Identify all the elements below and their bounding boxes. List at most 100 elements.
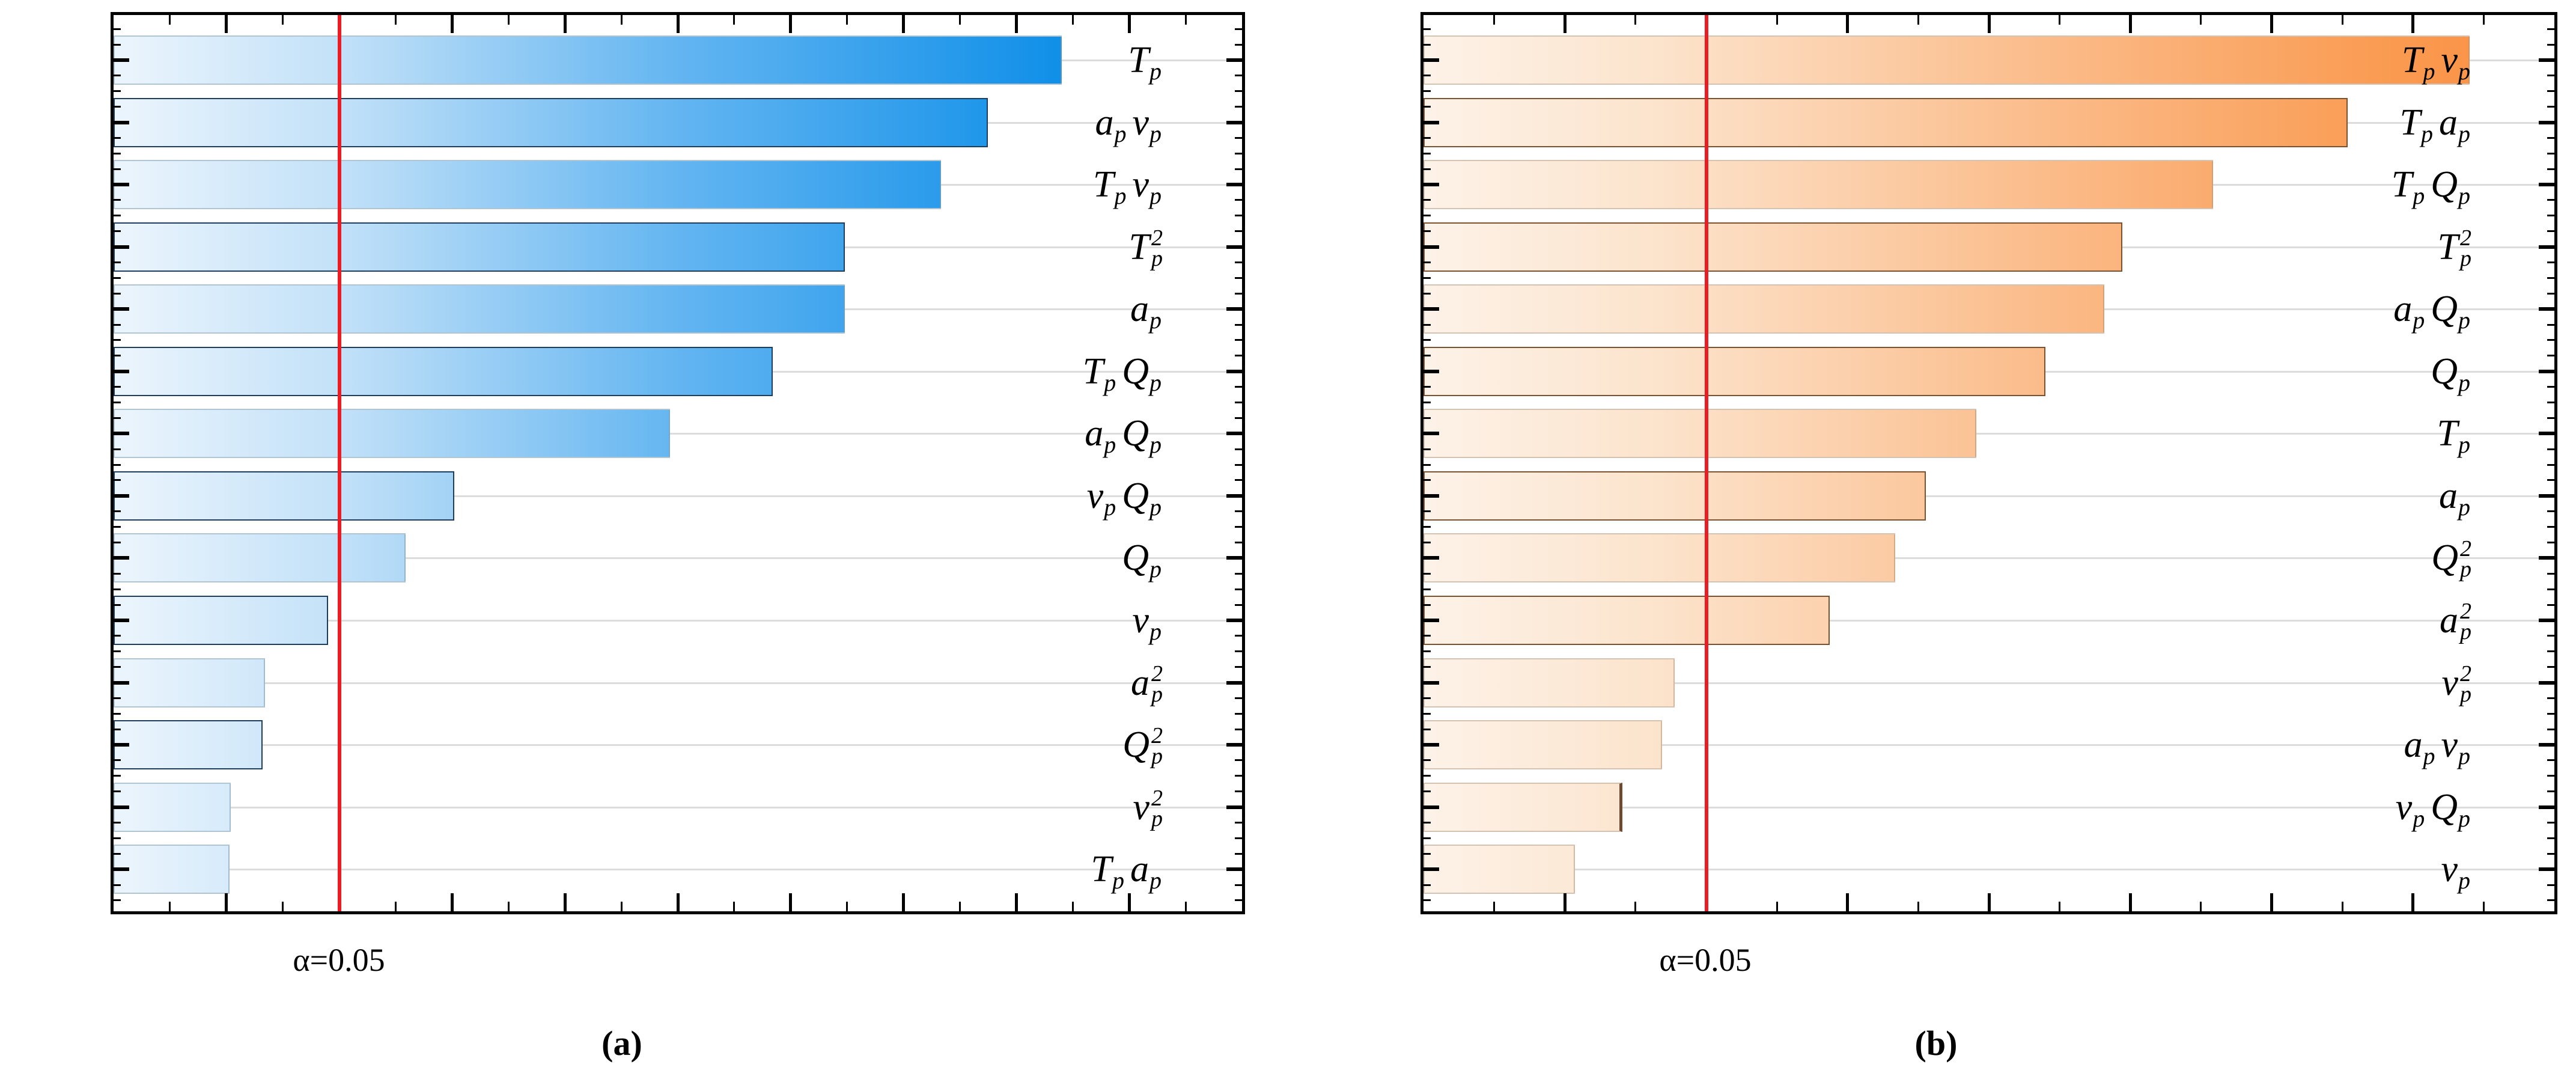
y-minor-tick [1423,90,1431,92]
y-minor-tick [2547,775,2554,777]
x-minor-tick-top [1634,15,1636,25]
x-minor-tick-top [1072,15,1074,25]
y-minor-tick [114,75,121,76]
y-minor-tick [1235,324,1242,326]
y-minor-tick [2547,837,2554,839]
y-minor-tick [1423,697,1431,699]
y-minor-tick [2547,402,2554,403]
x-major-tick-top [564,15,567,33]
y-minor-tick [1423,853,1431,855]
y-minor-tick [1423,355,1431,356]
y-minor-tick [114,790,121,792]
y-minor-tick [114,324,121,326]
y-minor-tick [2547,339,2554,341]
y-minor-tick [114,230,121,232]
y-minor-tick [114,526,121,528]
gridline [1423,495,2554,497]
x-minor-tick-bottom [1776,902,1778,911]
y-minor-tick [1235,542,1242,543]
bar-v_p^2 [1423,783,1622,832]
x-minor-tick-bottom [2483,902,2485,911]
y-major-tick [1423,619,1439,622]
x-major-tick-bottom [564,893,567,911]
y-minor-tick [2547,44,2554,46]
bar-T_p·Q_p [114,160,941,209]
bar-v_p·Q_p [1423,471,1926,521]
gridline [114,682,1242,684]
y-minor-tick [1423,713,1431,715]
y-minor-tick [1235,199,1242,201]
y-minor-tick [2547,729,2554,730]
y-minor-tick [1423,402,1431,403]
y-minor-tick [114,293,121,295]
y-minor-tick [1235,90,1242,92]
y-minor-tick [114,899,121,901]
x-major-tick-top [2411,15,2414,33]
x-major-tick-bottom [2270,893,2273,911]
y-major-tick [1423,556,1439,560]
gridline [1423,433,2554,435]
bar-T_p^2 [1423,222,2122,272]
bar-T_p·v_p [1423,160,2213,209]
bar-Q_p^2 [114,533,406,582]
y-major-tick [2539,619,2554,622]
x-minor-tick-top [395,15,397,25]
y-minor-tick [1423,635,1431,637]
y-minor-tick [1423,261,1431,263]
y-minor-tick [1235,884,1242,886]
y-major-tick [1423,245,1439,249]
gridline [114,557,1242,559]
y-major-tick [114,370,129,373]
x-major-tick-top [1128,15,1131,33]
y-minor-tick [2547,510,2554,512]
x-minor-tick-top [846,15,848,25]
y-minor-tick [1423,884,1431,886]
x-minor-tick-top [959,15,961,25]
y-minor-tick [1235,386,1242,388]
y-minor-tick [1235,526,1242,528]
y-minor-tick [1423,899,1431,901]
y-major-tick [114,183,129,186]
y-minor-tick [1235,448,1242,450]
y-major-tick [114,245,129,249]
y-minor-tick [114,417,121,419]
y-minor-tick [2547,542,2554,543]
y-minor-tick [1235,510,1242,512]
gridline [1423,682,2554,684]
x-minor-tick-top [2200,15,2202,25]
alpha-threshold-label-b: α=0.05 [1659,942,1752,978]
y-minor-tick [1423,542,1431,543]
y-minor-tick [114,713,121,715]
y-minor-tick [1235,277,1242,279]
x-minor-tick-bottom [1185,902,1187,911]
x-minor-tick-top [1493,15,1495,25]
bar-a_p·v_p [114,720,263,769]
y-minor-tick [2547,479,2554,481]
y-minor-tick [2547,790,2554,792]
y-minor-tick [1423,215,1431,216]
gridline [114,495,1242,497]
x-major-tick-bottom [1015,893,1018,911]
x-minor-tick-bottom [1634,902,1636,911]
y-minor-tick [1423,822,1431,824]
x-minor-tick-top [282,15,284,25]
bar-Q_p [114,347,773,396]
y-minor-tick [2547,106,2554,108]
x-major-tick-top [1846,15,1849,33]
y-minor-tick [114,588,121,590]
y-major-tick [2539,432,2554,435]
bar-T_p [1423,35,2470,85]
y-minor-tick [1423,510,1431,512]
y-minor-tick [1235,775,1242,777]
gridline [114,433,1242,435]
y-major-tick [1423,494,1439,498]
x-major-tick-top [902,15,905,33]
y-major-tick [1423,743,1439,747]
x-minor-tick-bottom [508,902,510,911]
y-minor-tick [1235,44,1242,46]
y-major-tick [2539,681,2554,685]
y-major-tick [1226,432,1242,435]
y-minor-tick [2547,650,2554,652]
y-major-tick [2539,556,2554,560]
y-major-tick [1423,867,1439,871]
